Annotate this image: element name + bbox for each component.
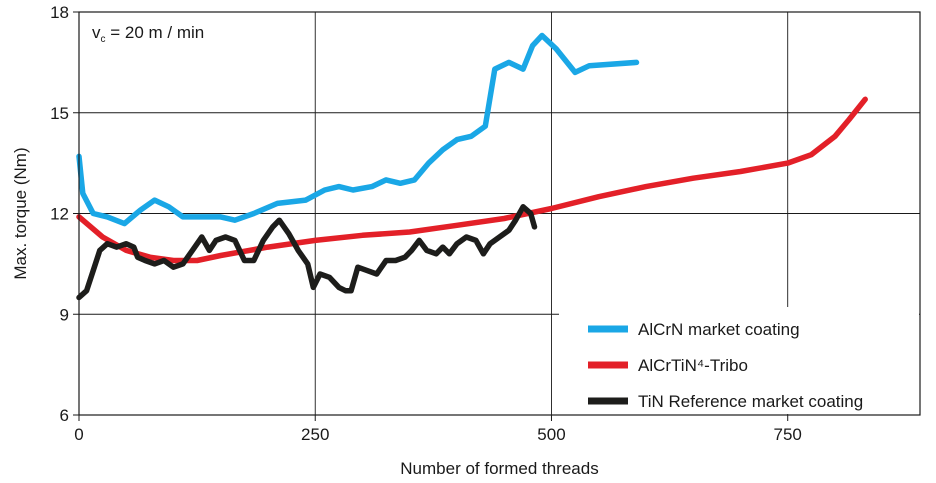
y-tick-label: 18 <box>50 3 69 22</box>
legend-label-3: TiN Reference market coating <box>638 392 863 411</box>
series-line-1 <box>76 32 640 227</box>
legend-label-2: AlCrTiN⁴-Tribo <box>638 356 748 375</box>
x-tick-label: 500 <box>537 425 565 444</box>
y-tick-label: 6 <box>60 406 69 425</box>
legend: AlCrN market coating AlCrTiN⁴-Tribo TiN Re… <box>559 307 919 414</box>
legend-label-1: AlCrN market coating <box>638 320 800 339</box>
cutting-speed-label: vc = 20 m / min <box>92 23 204 45</box>
annotation-sub: c <box>101 34 106 45</box>
y-tick-label: 12 <box>50 205 69 224</box>
y-tick-label: 9 <box>60 305 69 324</box>
ticks: 0 250 500 750 6 9 12 15 18 <box>50 3 802 444</box>
cutting-speed-annotation: vc = 20 m / min <box>80 13 240 51</box>
annotation-v: v <box>92 23 101 42</box>
x-tick-label: 0 <box>74 425 83 444</box>
x-axis-label: Number of formed threads <box>400 459 598 478</box>
legend-background <box>559 307 919 414</box>
series-line-3 <box>76 204 538 301</box>
y-axis-label: Max. torque (Nm) <box>11 147 30 279</box>
y-tick-label: 15 <box>50 104 69 123</box>
series-layer <box>76 32 868 301</box>
annotation-rest: = 20 m / min <box>106 23 205 42</box>
x-tick-label: 750 <box>774 425 802 444</box>
x-tick-label: 250 <box>301 425 329 444</box>
